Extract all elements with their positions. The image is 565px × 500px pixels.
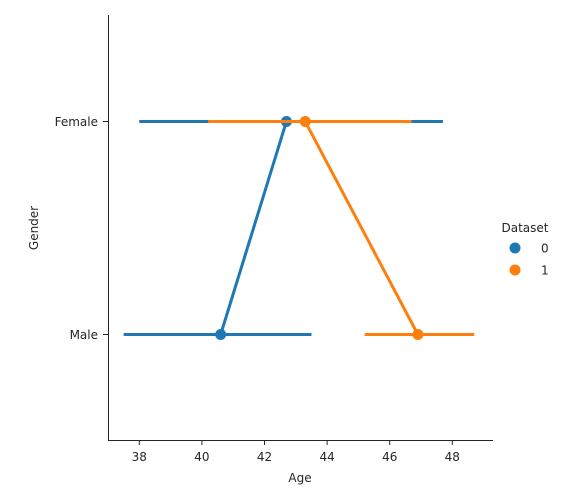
legend: Dataset 0 1 (502, 221, 549, 278)
point-1-female (299, 116, 311, 127)
y-axis-label: Gender (27, 206, 41, 250)
legend-marker-1 (509, 264, 521, 276)
y-tick-label-female: Female (55, 115, 98, 129)
legend-title: Dataset (502, 221, 549, 235)
x-tick-label: 38 (132, 450, 147, 464)
x-ticks: 38 40 42 44 46 48 (132, 440, 460, 464)
x-tick-label: 44 (319, 450, 334, 464)
x-tick-label: 46 (382, 450, 397, 464)
x-tick-label: 40 (194, 450, 209, 464)
legend-marker-0 (509, 242, 521, 254)
legend-label-1: 1 (541, 264, 549, 278)
y-tick-label-male: Male (70, 328, 98, 342)
point-0-male (215, 329, 227, 340)
point-1-male (412, 329, 424, 340)
series-1 (208, 116, 475, 340)
series-0 (123, 116, 443, 340)
x-tick-label: 48 (445, 450, 460, 464)
axes (108, 15, 493, 441)
y-ticks: Female Male (55, 115, 108, 342)
plot-area (123, 116, 475, 340)
x-axis-label: Age (288, 471, 311, 485)
series-line-0 (219, 121, 288, 335)
legend-label-0: 0 (541, 242, 549, 256)
x-tick-label: 42 (257, 450, 272, 464)
series-line-1 (303, 120, 420, 336)
